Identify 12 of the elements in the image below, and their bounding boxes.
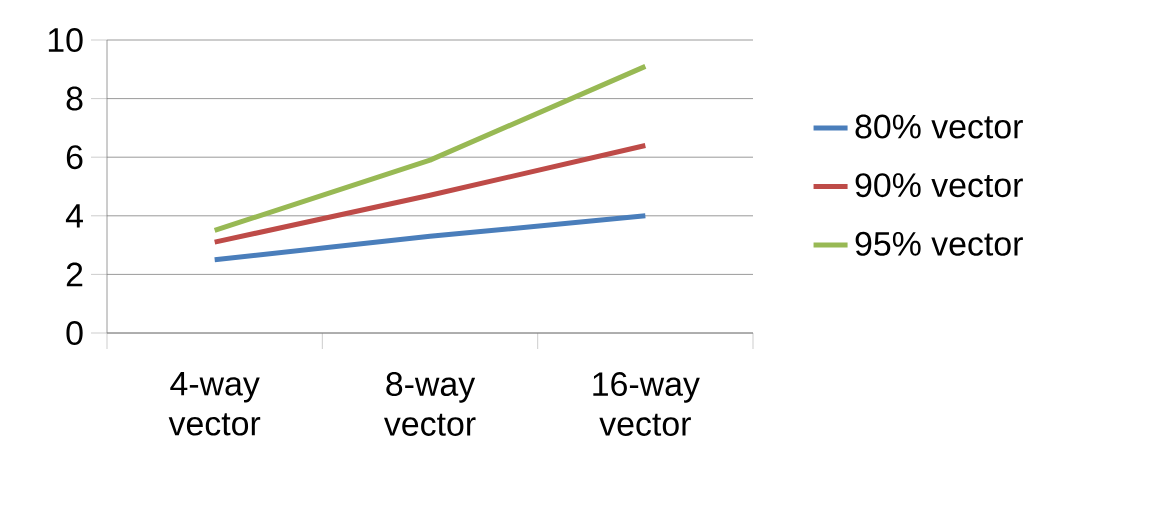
y-tick-label: 6 — [66, 145, 83, 170]
x-tick-label: 4-way vector — [168, 372, 261, 436]
y-tick-label: 4 — [65, 204, 83, 228]
legend-label: 90% vector — [855, 173, 1023, 198]
legend-label: 95% vector — [855, 231, 1023, 256]
y-tick-label: 2 — [66, 262, 83, 287]
x-tick-label: 16-way vector — [593, 372, 700, 436]
y-tick-label: 0 — [66, 321, 83, 345]
legend-label: 80% vector — [855, 114, 1023, 139]
x-tick-label: 8-way vector — [384, 372, 476, 436]
y-tick-label: 8 — [66, 86, 83, 111]
y-tick-label: 10 — [48, 28, 83, 52]
